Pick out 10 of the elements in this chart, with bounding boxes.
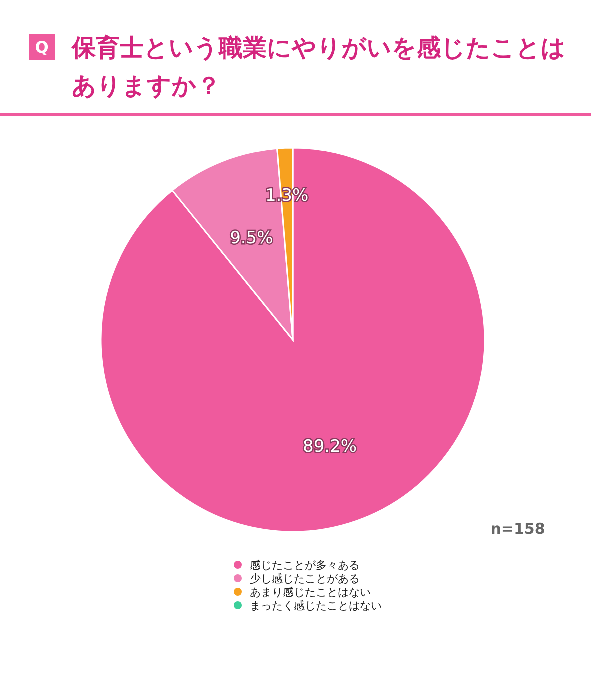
data-label: 9.5% [230,228,274,249]
text: n=158 [490,520,546,538]
chart-title: 保育士という職業にやりがいを感じたことはありますか？ [71,34,566,100]
data-label: 89.2% [303,437,358,458]
pie-slice [100,147,486,533]
badge: Q [29,34,55,60]
legend-label: あまり感じたことはない [250,586,371,599]
legend-label: 少し感じたことがある [250,572,360,586]
legend-label: まったく感じたことはない [250,600,382,612]
legend-label: 感じたことが多々ある [250,559,360,572]
